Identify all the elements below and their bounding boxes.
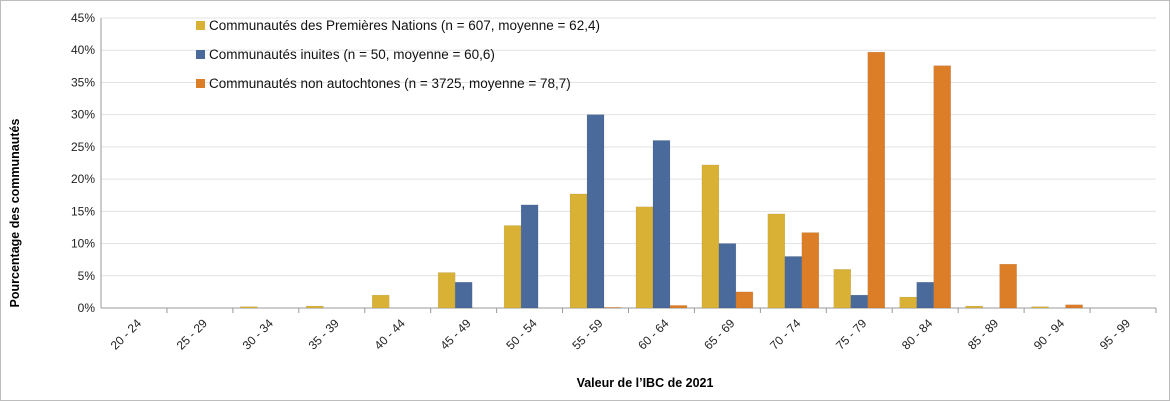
x-axis-label: Valeur de l’IBC de 2021 [576,376,714,390]
x-tick-label: 25 - 29 [174,316,211,353]
legend-label: Communautés inuites (n = 50, moyenne = 6… [209,47,495,62]
x-tick-label: 40 - 44 [372,316,409,353]
bar-premieres-nations [635,206,654,309]
bar-non-autochtones [801,232,820,309]
x-tick-label: 30 - 34 [240,316,277,353]
y-tick-label: 0% [78,301,96,315]
y-tick-label: 15% [71,204,95,218]
y-axis-label: Pourcentage des communautés [8,118,22,308]
legend-label: Communautés des Premières Nations (n = 6… [209,18,600,33]
bar-premieres-nations [569,193,588,309]
bar-premieres-nations [437,272,456,309]
x-tick-label: 55 - 59 [569,316,606,353]
bar-inuites [850,294,869,309]
y-tick-label: 5% [78,269,96,283]
y-tick-label: 30% [71,108,95,122]
y-tick-label: 25% [71,140,95,154]
legend-item: Communautés inuites (n = 50, moyenne = 6… [196,47,495,62]
bar-inuites [916,281,934,309]
x-tick-label: 65 - 69 [701,316,738,353]
x-tick-label: 60 - 64 [635,316,672,353]
x-tick-label: 35 - 39 [306,316,343,353]
bar-non-autochtones [867,51,886,309]
bar-premieres-nations [306,305,324,309]
y-tick-label: 20% [71,172,95,186]
bar-inuites [652,140,671,309]
legend-item: Communautés non autochtones (n = 3725, m… [196,76,571,91]
x-tick-label: 75 - 79 [833,316,870,353]
legend-label: Communautés non autochtones (n = 3725, m… [209,76,571,91]
bar-premieres-nations [767,213,786,309]
bar-premieres-nations [1031,306,1049,309]
x-tick-label: 95 - 99 [1097,316,1134,353]
legend-swatch [196,50,205,59]
y-tick-label: 40% [71,43,95,57]
legend-swatch [196,79,205,88]
x-tick-label: 45 - 49 [437,316,474,353]
x-tick-label: 80 - 84 [899,316,936,353]
x-tick-label: 50 - 54 [503,316,540,353]
bar-inuites [586,114,605,309]
bar-non-autochtones [999,263,1017,309]
bar-premieres-nations [965,305,983,309]
x-tick-label: 70 - 74 [767,316,804,353]
bar-inuites [718,243,737,309]
bar-premieres-nations [833,269,852,309]
bar-premieres-nations [503,225,522,309]
bar-non-autochtones [735,291,754,309]
bar-premieres-nations [240,306,258,309]
x-tick-label: 20 - 24 [108,316,145,353]
bar-premieres-nations [701,164,720,309]
y-tick-label: 35% [71,75,95,89]
bar-premieres-nations [371,294,390,309]
bar-non-autochtones [603,307,622,309]
x-tick-label: 90 - 94 [1031,316,1068,353]
bar-non-autochtones [669,305,688,309]
bar-premieres-nations [899,296,917,309]
y-tick-label: 45% [71,11,95,25]
legend-swatch [196,21,205,30]
bar-non-autochtones [933,65,951,309]
bar-non-autochtones [1065,304,1083,309]
bar-inuites [520,204,539,309]
legend-item: Communautés des Premières Nations (n = 6… [196,18,600,33]
bar-inuites [454,281,473,309]
y-tick-label: 10% [71,237,95,251]
x-tick-label: 85 - 89 [965,316,1002,353]
bar-inuites [784,256,803,309]
